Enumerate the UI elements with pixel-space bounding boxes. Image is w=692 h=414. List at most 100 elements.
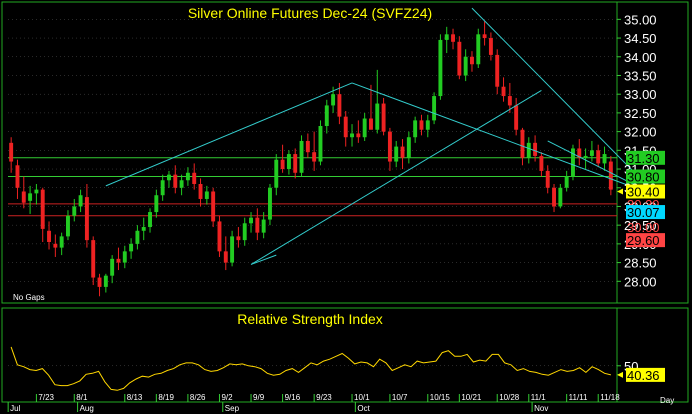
candle-body	[602, 154, 607, 164]
trendline	[351, 82, 656, 196]
candle-body	[589, 150, 594, 156]
month-tick-label: Oct	[357, 404, 370, 413]
price-tag-box	[626, 150, 665, 165]
candle-body	[596, 150, 601, 164]
month-tick-label: Jul	[10, 404, 20, 413]
price-tag-label: 29.60	[627, 233, 660, 248]
candle-body	[9, 142, 14, 162]
candle-body	[28, 193, 33, 201]
candle-body	[179, 180, 184, 188]
current-price-pointer	[617, 188, 623, 195]
price-tag-label: 30.80	[627, 170, 660, 185]
candle-body	[564, 176, 569, 188]
date-tick-label: 9/16	[285, 393, 301, 402]
candle-body	[192, 172, 197, 184]
price-tick-label: 33.00	[624, 87, 657, 102]
candle-body	[482, 34, 487, 39]
candle-body	[286, 154, 291, 170]
x-unit-label: Day	[660, 396, 674, 405]
candle-body	[129, 243, 134, 252]
candle-body	[400, 146, 405, 158]
candle-body	[476, 34, 481, 65]
price-tick-label: 28.50	[624, 256, 657, 271]
candle-body	[394, 146, 399, 162]
candle-body	[116, 258, 121, 263]
candle-body	[571, 148, 575, 177]
candle-body	[91, 240, 96, 278]
price-tag-label: 31.30	[627, 151, 660, 166]
date-tick-label: 8/26	[190, 393, 206, 402]
price-tag-box	[626, 184, 665, 199]
date-tick-label: 7/23	[38, 393, 54, 402]
candle-body	[451, 34, 455, 42]
candle-body	[78, 195, 83, 207]
candle-body	[135, 230, 140, 244]
candle-body	[154, 195, 159, 213]
candle-body	[577, 148, 582, 158]
candle-body	[539, 155, 544, 171]
candle-body	[280, 159, 285, 170]
candle-body	[249, 217, 253, 224]
candle-body	[47, 230, 51, 242]
candle-body	[501, 86, 506, 97]
price-tick-label: 35.00	[624, 12, 657, 27]
candle-body	[84, 197, 89, 241]
candle-body	[217, 221, 222, 252]
price-chart-title: Silver Online Futures Dec-24 (SVFZ24)	[188, 5, 432, 21]
rsi-value-label: 40.36	[627, 368, 660, 383]
candle-body	[21, 191, 26, 203]
candle-body	[261, 219, 266, 233]
trendline	[105, 82, 353, 187]
price-tick-label: 34.50	[624, 31, 657, 46]
candle-body	[318, 126, 323, 162]
price-tag-label: 30.07	[627, 205, 660, 220]
candle-body	[381, 103, 386, 132]
candle-body	[167, 174, 171, 181]
candle-body	[59, 236, 64, 248]
candle-body	[268, 187, 272, 220]
candle-body	[533, 142, 538, 156]
candle-body	[110, 258, 115, 276]
candle-body	[520, 129, 525, 158]
date-tick-label: 10/21	[461, 393, 482, 402]
candle-body	[185, 172, 190, 181]
date-tick-label: 10/7	[392, 393, 408, 402]
rsi-series-line	[10, 346, 612, 391]
candle-body	[457, 41, 462, 76]
price-tick-label: 33.50	[624, 68, 657, 83]
rsi-chart-title: Relative Strength Index	[237, 311, 383, 327]
candle-body	[160, 180, 165, 196]
candle-body	[34, 189, 39, 194]
candle-body	[15, 165, 20, 188]
date-tick-label: 9/2	[221, 393, 233, 402]
candle-body	[444, 34, 449, 40]
price-tag-label: 30.40	[627, 184, 660, 199]
candle-body	[66, 215, 70, 237]
candle-body	[558, 187, 563, 207]
candle-body	[375, 103, 380, 130]
candle-body	[236, 236, 241, 241]
candle-body	[148, 212, 152, 228]
candle-body	[223, 251, 228, 263]
price-tick-label: 32.00	[624, 125, 657, 140]
no-gaps-note: No Gaps	[13, 293, 45, 302]
date-tick-label: 8/19	[158, 393, 174, 402]
price-tag-box	[626, 233, 665, 248]
candle-body	[53, 243, 58, 248]
candle-body	[40, 189, 45, 229]
candle-body	[369, 118, 373, 130]
date-tick-label: 8/1	[76, 393, 88, 402]
price-tag-box	[626, 205, 665, 220]
trendline	[250, 90, 542, 265]
rsi-value-box	[626, 367, 665, 382]
candle-body	[299, 140, 304, 173]
price-grid	[8, 19, 617, 282]
candle-body	[293, 154, 298, 173]
candle-body	[356, 133, 361, 138]
date-tick-label: 9/9	[253, 393, 265, 402]
rsi-line	[10, 346, 612, 391]
date-tick-label: 10/1	[354, 393, 370, 402]
candle-body	[274, 159, 279, 188]
